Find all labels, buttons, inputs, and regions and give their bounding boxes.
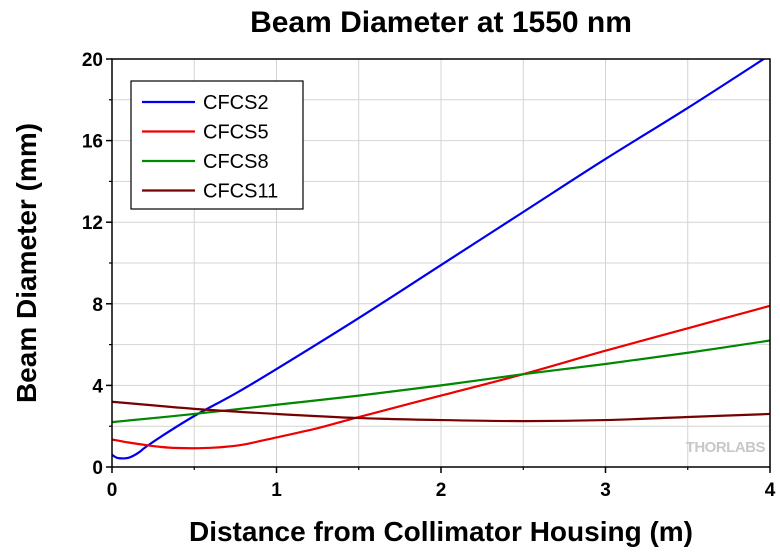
legend-label-cfcs2: CFCS2 — [203, 92, 269, 114]
y-axis-label: Beam Diameter (mm) — [11, 123, 42, 403]
y-tick-label: 0 — [92, 458, 103, 479]
y-tick-label: 8 — [92, 295, 103, 316]
chart-title: Beam Diameter at 1550 nm — [250, 6, 632, 39]
x-tick-label: 3 — [600, 480, 611, 501]
series-lines — [112, 59, 770, 460]
x-tick-label: 4 — [765, 480, 776, 501]
watermark-logo: THORLABS — [686, 439, 766, 456]
axis-ticks — [106, 58, 771, 473]
x-tick-label: 2 — [436, 480, 447, 501]
legend-label-cfcs8: CFCS8 — [203, 151, 269, 173]
legend-label-cfcs5: CFCS5 — [203, 122, 269, 144]
grid — [112, 59, 770, 467]
y-tick-label: 16 — [82, 132, 103, 153]
y-tick-label: 12 — [82, 213, 103, 234]
legend: CFCS2 CFCS5 CFCS8 CFCS11 — [130, 80, 304, 210]
y-tick-label: 20 — [82, 50, 103, 71]
legend-label-cfcs11: CFCS11 — [203, 181, 278, 203]
x-axis-label: Distance from Collimator Housing (m) — [189, 516, 693, 547]
y-tick-label: 4 — [92, 376, 103, 397]
series-line-cfcs2 — [112, 59, 766, 460]
x-tick-label: 0 — [107, 480, 118, 501]
series-line-cfcs11 — [112, 400, 770, 423]
series-line-cfcs5 — [112, 304, 770, 450]
x-tick-label: 1 — [271, 480, 282, 501]
